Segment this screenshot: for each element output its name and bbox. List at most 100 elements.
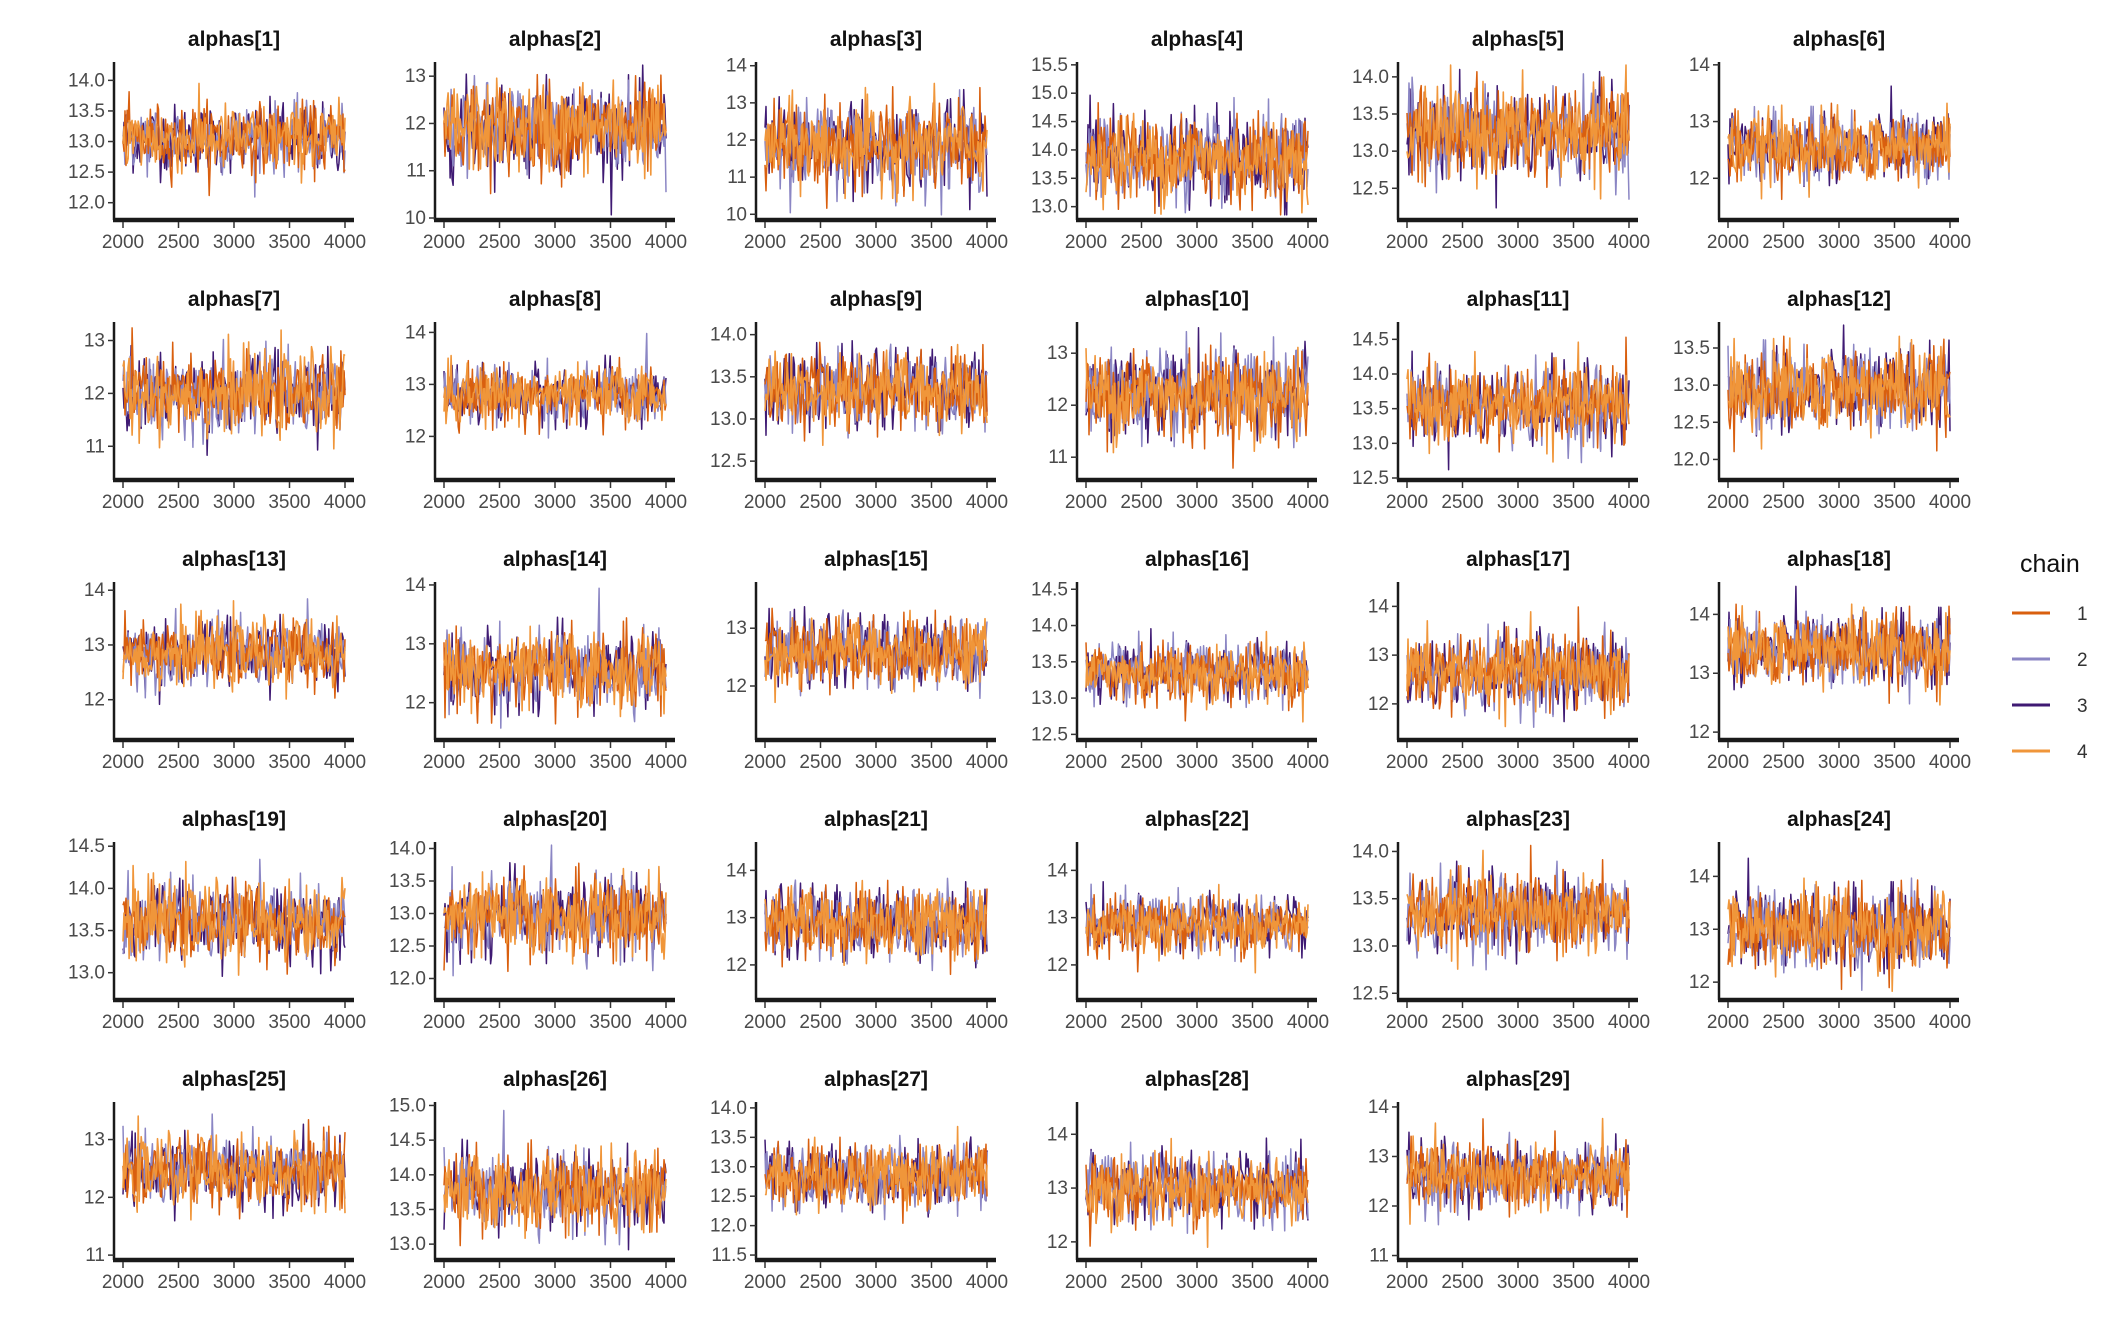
y-tick-label: 14.0	[1031, 140, 1068, 161]
panel-title: alphas[18]	[1787, 548, 1891, 571]
trace-group	[1085, 326, 1309, 469]
x-tick-label: 4000	[966, 232, 1008, 253]
trace-group	[122, 82, 346, 198]
y-tick-label: 13	[1689, 919, 1710, 940]
y-tick-label: 13.0	[1031, 688, 1068, 709]
y-tick-label: 12.5	[389, 936, 426, 957]
x-tick-label: 2000	[1065, 1012, 1107, 1033]
x-tick-label: 2500	[1762, 232, 1804, 253]
y-tick-label: 14.0	[68, 878, 105, 899]
x-tick-label: 4000	[1929, 232, 1971, 253]
panel-title: alphas[16]	[1145, 548, 1249, 571]
trace-chain-4	[1406, 64, 1630, 200]
panel-title: alphas[14]	[503, 548, 607, 571]
trace-chain-4	[1406, 849, 1630, 970]
x-tick-label: 3500	[589, 1272, 631, 1293]
trace-group	[764, 339, 988, 447]
x-tick-label: 2000	[102, 232, 144, 253]
x-tick-label: 3000	[534, 232, 576, 253]
x-tick-label: 3500	[1552, 752, 1594, 773]
trace-chain-4	[1727, 102, 1951, 200]
y-tick-label: 14	[1047, 1124, 1069, 1145]
x-tick-label: 2500	[478, 1012, 520, 1033]
legend-label-chain-1: 1	[2077, 604, 2088, 625]
y-tick-label: 12	[726, 955, 747, 976]
y-tick-label: 12	[726, 676, 747, 697]
panel-title: alphas[1]	[188, 28, 280, 51]
x-tick-label: 4000	[1608, 492, 1650, 513]
x-tick-label: 4000	[966, 1012, 1008, 1033]
y-tick-label: 14.0	[389, 839, 426, 860]
y-tick-label: 13.5	[710, 1127, 747, 1148]
trace-chain-4	[443, 625, 667, 718]
x-tick-label: 2500	[478, 232, 520, 253]
x-tick-label: 2500	[799, 752, 841, 773]
trace-group	[1727, 857, 1951, 993]
x-tick-label: 2000	[423, 232, 465, 253]
x-tick-label: 4000	[1929, 492, 1971, 513]
x-tick-label: 2500	[799, 232, 841, 253]
panel-title: alphas[29]	[1466, 1068, 1570, 1091]
y-tick-label: 12.5	[1352, 468, 1389, 489]
y-tick-label: 12	[1368, 694, 1389, 715]
trace-group	[443, 844, 667, 977]
x-tick-label: 2500	[1120, 1272, 1162, 1293]
panel-17: alphas[17] 12 13 14 2000 2500 3000 3500 4000	[1368, 548, 1650, 773]
y-tick-label: 11	[1048, 447, 1068, 468]
x-tick-label: 3000	[855, 752, 897, 773]
legend-label-chain-2: 2	[2077, 650, 2088, 671]
x-tick-label: 3500	[1552, 1012, 1594, 1033]
y-tick-label: 15.0	[389, 1095, 426, 1116]
y-tick-label: 12.5	[710, 1186, 747, 1207]
x-tick-label: 2000	[1065, 1272, 1107, 1293]
y-tick-label: 12.5	[1352, 178, 1389, 199]
y-tick-label: 14.0	[1352, 841, 1389, 862]
y-tick-label: 12	[84, 690, 105, 711]
x-tick-label: 2500	[1441, 492, 1483, 513]
y-tick-label: 12.5	[1352, 983, 1389, 1004]
x-tick-label: 4000	[645, 1012, 687, 1033]
x-tick-label: 3000	[1497, 752, 1539, 773]
x-tick-label: 3500	[589, 752, 631, 773]
y-tick-label: 14.5	[1352, 329, 1389, 350]
panel-29: alphas[29] 11 12 13 14 2000 2500 3000 3500 4000	[1368, 1068, 1650, 1293]
y-tick-label: 14.5	[389, 1130, 426, 1151]
panel-25: alphas[25] 11 12 13 2000 2500 3000 3500 4000	[84, 1068, 366, 1293]
trace-group	[1085, 1137, 1309, 1248]
panel-title: alphas[11]	[1467, 288, 1570, 311]
y-tick-label: 13	[1689, 663, 1710, 684]
x-tick-label: 2000	[423, 492, 465, 513]
y-tick-label: 13	[84, 635, 105, 656]
panel-27: alphas[27] 11.5 12.0 12.5 13.0 13.5 14.0 2000 25…	[710, 1068, 1008, 1293]
y-tick-label: 13.5	[710, 367, 747, 388]
x-tick-label: 3500	[268, 1012, 310, 1033]
x-tick-label: 4000	[324, 232, 366, 253]
x-tick-label: 2000	[102, 1272, 144, 1293]
x-tick-label: 3500	[1873, 1012, 1915, 1033]
trace-group	[1406, 336, 1630, 471]
x-tick-label: 2000	[1386, 752, 1428, 773]
x-tick-label: 2500	[1762, 1012, 1804, 1033]
x-tick-label: 4000	[1287, 752, 1329, 773]
trace-chain-4	[764, 879, 988, 967]
x-tick-label: 2000	[1386, 1272, 1428, 1293]
x-tick-label: 2000	[1707, 752, 1749, 773]
panel-28: alphas[28] 12 13 14 2000 2500 3000 3500 4000	[1047, 1068, 1329, 1293]
panel-3: alphas[3] 10 11 12 13 14 2000 2500 3000 3500 4000	[726, 28, 1008, 253]
y-tick-label: 14	[1689, 55, 1711, 76]
panel-4: alphas[4] 13.0 13.5 14.0 14.5 15.0 15.5 2000 250…	[1031, 28, 1329, 253]
y-tick-label: 13.0	[389, 1234, 426, 1255]
trace-group	[1406, 606, 1630, 728]
panel-title: alphas[25]	[182, 1068, 286, 1091]
trace-group	[443, 587, 667, 729]
x-tick-label: 2000	[744, 1012, 786, 1033]
x-tick-label: 3000	[1176, 232, 1218, 253]
y-tick-label: 14.5	[1031, 579, 1068, 600]
x-tick-label: 3000	[213, 1012, 255, 1033]
trace-chain-4	[1085, 883, 1309, 974]
y-tick-label: 14	[84, 580, 106, 601]
x-tick-label: 4000	[1287, 1272, 1329, 1293]
y-tick-label: 13.5	[389, 871, 426, 892]
y-tick-label: 12	[1368, 1196, 1389, 1217]
